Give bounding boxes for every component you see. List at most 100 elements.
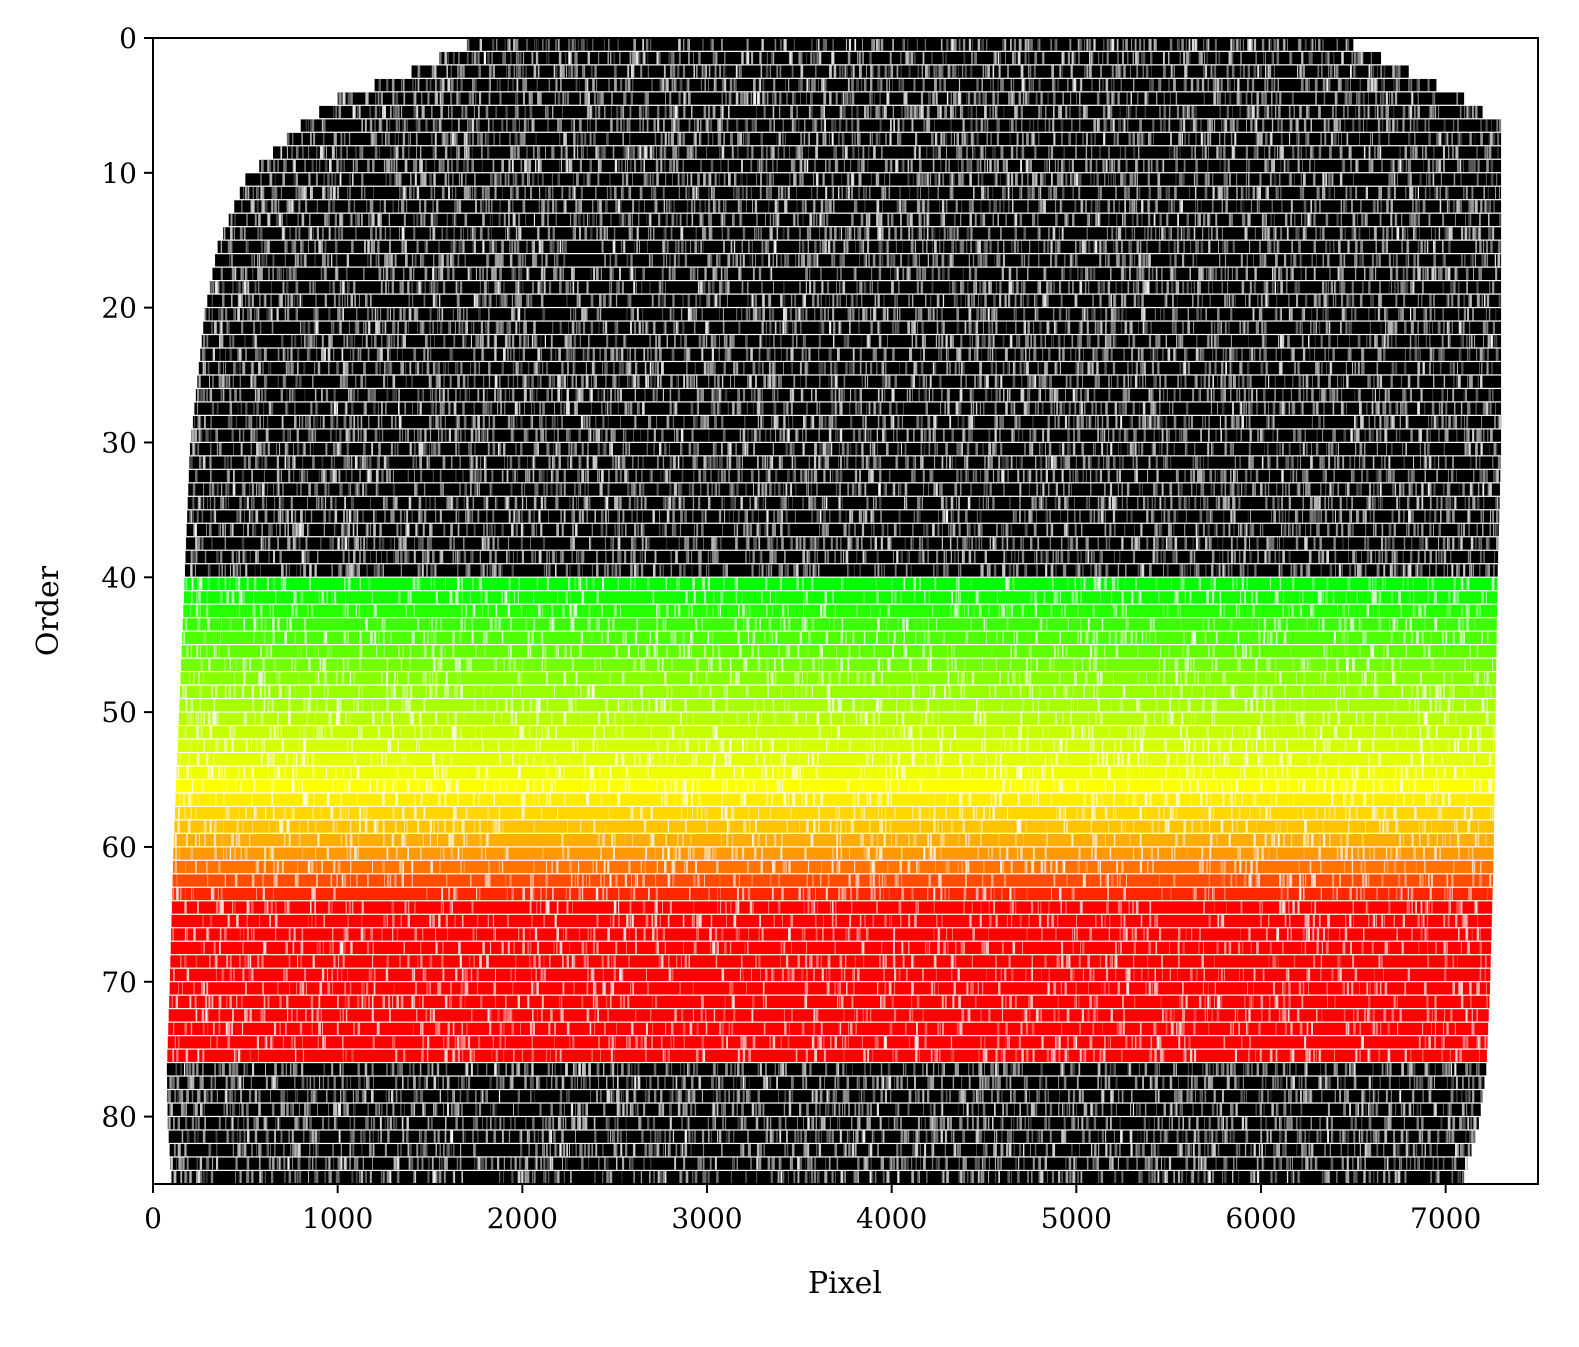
spectral-line <box>868 214 870 226</box>
spectral-line <box>514 146 517 158</box>
spectral-line <box>398 133 399 145</box>
spectral-line <box>1395 65 1398 77</box>
spectral-line <box>1208 173 1210 185</box>
spectral-line <box>801 65 804 77</box>
spectral-line <box>708 214 709 226</box>
spectral-line <box>1422 281 1424 293</box>
spectral-line <box>738 200 740 212</box>
spectral-line <box>285 160 286 172</box>
spectral-line <box>1126 160 1128 172</box>
spectral-line <box>629 227 630 239</box>
spectral-line <box>1033 79 1034 91</box>
spectral-line <box>1002 187 1003 199</box>
spectral-line <box>1146 65 1149 77</box>
spectral-line <box>1119 65 1121 77</box>
spectral-line <box>795 254 796 266</box>
spectral-line <box>1061 160 1064 172</box>
spectral-line <box>252 200 254 212</box>
spectral-line <box>1142 214 1143 226</box>
spectral-line <box>879 268 882 280</box>
spectral-line <box>332 173 333 185</box>
spectral-line <box>1352 227 1353 239</box>
spectral-line <box>1029 119 1030 131</box>
spectral-line <box>1221 79 1223 91</box>
spectral-line <box>1051 187 1052 199</box>
spectral-line <box>1324 133 1326 145</box>
spectral-line <box>1452 146 1453 158</box>
spectral-line <box>1262 214 1264 226</box>
spectral-line <box>257 254 258 266</box>
spectral-line <box>1189 268 1191 280</box>
spectral-line <box>985 92 987 104</box>
spectral-line <box>355 227 357 239</box>
spectral-line <box>641 281 642 293</box>
spectral-line <box>1350 160 1351 172</box>
spectral-line <box>1301 173 1302 185</box>
spectral-line <box>241 268 242 280</box>
spectral-line <box>350 187 351 199</box>
spectral-line <box>809 227 811 239</box>
spectral-line <box>399 119 400 131</box>
spectral-line <box>1174 254 1177 266</box>
spectral-line <box>451 106 452 118</box>
spectral-line <box>1435 106 1436 118</box>
spectral-line <box>933 254 935 266</box>
spectral-line <box>993 106 994 118</box>
spectral-line <box>1274 227 1276 239</box>
spectral-line <box>1046 281 1049 293</box>
spectral-line <box>1347 106 1349 118</box>
order-row-14 <box>223 227 1501 239</box>
spectral-line <box>1370 133 1371 145</box>
spectral-line <box>688 187 689 199</box>
spectral-line <box>1259 241 1261 253</box>
spectral-line <box>696 227 698 239</box>
spectral-line <box>1425 119 1426 131</box>
spectral-line <box>712 39 714 51</box>
spectral-line <box>1343 106 1345 118</box>
spectral-line <box>1328 119 1330 131</box>
spectral-line <box>1264 146 1265 158</box>
spectral-line <box>1347 92 1348 104</box>
spectral-line <box>908 39 909 51</box>
spectral-line <box>1274 146 1276 158</box>
spectral-line <box>615 187 616 199</box>
spectral-line <box>1127 187 1130 199</box>
spectral-line <box>408 146 410 158</box>
spectral-line <box>403 79 404 91</box>
spectral-line <box>1117 133 1119 145</box>
spectral-line <box>417 241 419 253</box>
spectral-line <box>500 133 501 145</box>
spectral-line <box>287 133 289 145</box>
spectral-line <box>1297 119 1298 131</box>
spectral-line <box>251 254 253 266</box>
spectral-line <box>376 254 378 266</box>
spectral-line <box>1443 160 1445 172</box>
spectral-line <box>547 214 549 226</box>
spectral-line <box>1391 200 1393 212</box>
spectral-line <box>691 173 693 185</box>
spectral-line <box>512 79 514 91</box>
spectral-line <box>919 254 920 266</box>
spectral-line <box>1250 119 1252 131</box>
spectral-line <box>368 214 370 226</box>
spectral-line <box>336 146 337 158</box>
spectral-line <box>1329 146 1331 158</box>
spectral-line <box>352 241 354 253</box>
spectral-line <box>404 214 406 226</box>
spectral-line <box>511 241 513 253</box>
spectral-line <box>1055 254 1058 266</box>
spectral-line <box>1169 106 1171 118</box>
spectral-line <box>1038 254 1040 266</box>
spectral-line <box>809 106 811 118</box>
spectral-line <box>1137 187 1138 199</box>
spectral-line <box>796 173 797 185</box>
spectral-line <box>1125 146 1127 158</box>
spectral-line <box>415 79 416 91</box>
spectral-line <box>458 119 460 131</box>
spectral-line <box>533 146 534 158</box>
spectral-line <box>821 119 823 131</box>
spectral-line <box>881 227 883 239</box>
spectral-line <box>908 173 910 185</box>
spectral-line <box>824 227 827 239</box>
spectral-line <box>970 119 972 131</box>
